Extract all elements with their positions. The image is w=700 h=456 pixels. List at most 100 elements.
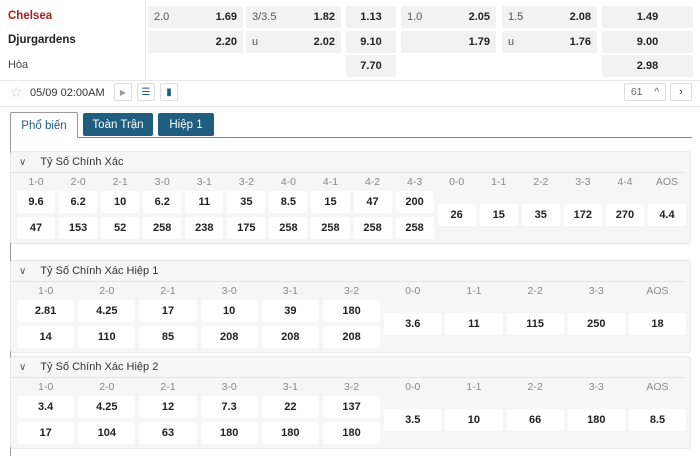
odds-cell[interactable]: 4.4 [647,204,686,226]
odds-cell[interactable]: 18 [628,313,687,335]
odds-cell[interactable]: 10 [445,409,503,431]
odds-cell[interactable]: 39 [261,300,319,322]
odds-cell[interactable]: 63 [139,422,197,444]
odds-cell[interactable]: 66 [506,409,564,431]
odds-cell[interactable]: 6.2 [143,191,182,213]
score-column: 1-0 3.4 17 [17,378,75,448]
hdp-ft-home[interactable]: 2.0 1.69 [148,6,243,28]
odds-cell[interactable]: 11 [445,313,503,335]
list-icon[interactable]: ☰ [137,83,155,101]
score-column: 3-1 11 238 [185,173,224,243]
hdp-h1-away[interactable]: 1.79 [401,31,496,53]
odds-cell[interactable]: 52 [101,217,140,239]
section-header[interactable]: ∨ Tỷ Số Chính Xác Hiệp 2 [11,357,684,378]
odds-cell[interactable]: 258 [143,217,182,239]
score-column: AOS 8.5 [628,378,687,448]
odds-cell[interactable]: 180 [322,422,381,444]
odds-cell[interactable]: 258 [395,217,434,239]
odds-cell[interactable]: 137 [322,396,381,418]
score-column: 2-0 6.2 153 [59,173,98,243]
odds-cell[interactable]: 4.25 [78,300,136,322]
odds-cell[interactable]: 180 [322,300,381,322]
x12-ft-draw[interactable]: 7.70 [346,55,396,77]
odds-cell[interactable]: 3.5 [384,409,442,431]
x12-h1-away[interactable]: 9.00 [602,31,693,53]
odds-cell[interactable]: 270 [605,204,644,226]
odds-cell[interactable]: 10 [101,191,140,213]
odds-cell[interactable]: 4.25 [78,396,136,418]
x12-h1-home[interactable]: 1.49 [602,6,693,28]
odds-cell[interactable]: 180 [261,422,319,444]
odds-cell[interactable]: 47 [17,217,56,239]
section-header[interactable]: ∨ Tỷ Số Chính Xác Hiệp 1 [11,261,684,282]
chart-icon[interactable]: ▮ [160,83,178,101]
hdp-ft-away[interactable]: 2.20 [148,31,243,53]
odds-cell[interactable]: 110 [78,326,136,348]
odds-cell[interactable]: 47 [353,191,392,213]
odds-cell[interactable]: 3.4 [17,396,75,418]
odds-cell[interactable]: 14 [17,326,75,348]
section-title: Tỷ Số Chính Xác Hiệp 1 [40,265,159,277]
odds-cell[interactable]: 258 [311,217,350,239]
tab-first-half[interactable]: Hiệp 1 [158,113,214,136]
odds-cell[interactable]: 15 [311,191,350,213]
section-header[interactable]: ∨ Tỷ Số Chính Xác [11,152,684,173]
odds-cell[interactable]: 208 [200,326,258,348]
odds-cell[interactable]: 3.6 [384,313,442,335]
odds-cell[interactable]: 11 [185,191,224,213]
tab-full-time[interactable]: Toàn Trận [83,113,153,136]
odds-cell[interactable]: 238 [185,217,224,239]
chevron-right-icon[interactable]: › [670,83,692,101]
odds-cell[interactable]: 10 [200,300,258,322]
odds-cell[interactable]: 180 [567,409,625,431]
score-column: 4-1 15 258 [311,173,350,243]
odds-cell[interactable]: 115 [506,313,564,335]
score-column: 4-3 200 258 [395,173,434,243]
odds-cell[interactable]: 17 [139,300,197,322]
odds-cell[interactable]: 9.6 [17,191,56,213]
odds-cell[interactable]: 208 [322,326,381,348]
odds-cell[interactable]: 175 [227,217,266,239]
odds-cell[interactable]: 208 [261,326,319,348]
ou-ft-under[interactable]: u 2.02 [246,31,341,53]
odds-cell[interactable]: 2.81 [17,300,75,322]
odds-cell[interactable]: 12 [139,396,197,418]
odds-cell[interactable]: 200 [395,191,434,213]
odds-cell[interactable]: 172 [563,204,602,226]
odds-cell[interactable]: 26 [437,204,476,226]
odds-cell[interactable]: 258 [269,217,308,239]
tab-popular[interactable]: Phổ biến [10,112,78,138]
score-label: 2-2 [527,285,543,297]
more-markets-button[interactable]: 61 ^ [624,83,666,101]
odds-cell[interactable]: 8.5 [628,409,687,431]
odds-cell[interactable]: 85 [139,326,197,348]
score-column: 4-0 8.5 258 [269,173,308,243]
x12-ft-away[interactable]: 9.10 [346,31,396,53]
score-column: 3-0 6.2 258 [143,173,182,243]
odds-cell[interactable]: 250 [567,313,625,335]
odds-cell[interactable]: 17 [17,422,75,444]
odds-cell[interactable]: 258 [353,217,392,239]
tab-underline [78,137,692,138]
x12-ft-home[interactable]: 1.13 [346,6,396,28]
odds-cell[interactable]: 153 [59,217,98,239]
odds-cell[interactable]: 22 [261,396,319,418]
odds-cell[interactable]: 8.5 [269,191,308,213]
odds-cell[interactable]: 15 [479,204,518,226]
score-label: 3-3 [588,285,604,297]
score-label: 3-2 [343,285,360,297]
ou-h1-under[interactable]: u 1.76 [502,31,597,53]
ou-h1-over[interactable]: 1.5 2.08 [502,6,597,28]
odds-cell[interactable]: 180 [200,422,258,444]
play-icon[interactable]: ▶ [114,83,132,101]
score-column: 0-0 3.5 [384,378,442,448]
hdp-h1-home[interactable]: 1.0 2.05 [401,6,496,28]
odds-cell[interactable]: 35 [227,191,266,213]
odds-cell[interactable]: 104 [78,422,136,444]
odds-cell[interactable]: 7.3 [200,396,258,418]
odds-cell[interactable]: 6.2 [59,191,98,213]
x12-h1-draw[interactable]: 2.98 [602,55,693,77]
ou-ft-over[interactable]: 3/3.5 1.82 [246,6,341,28]
star-icon[interactable]: ☆ [10,84,23,100]
odds-cell[interactable]: 35 [521,204,560,226]
